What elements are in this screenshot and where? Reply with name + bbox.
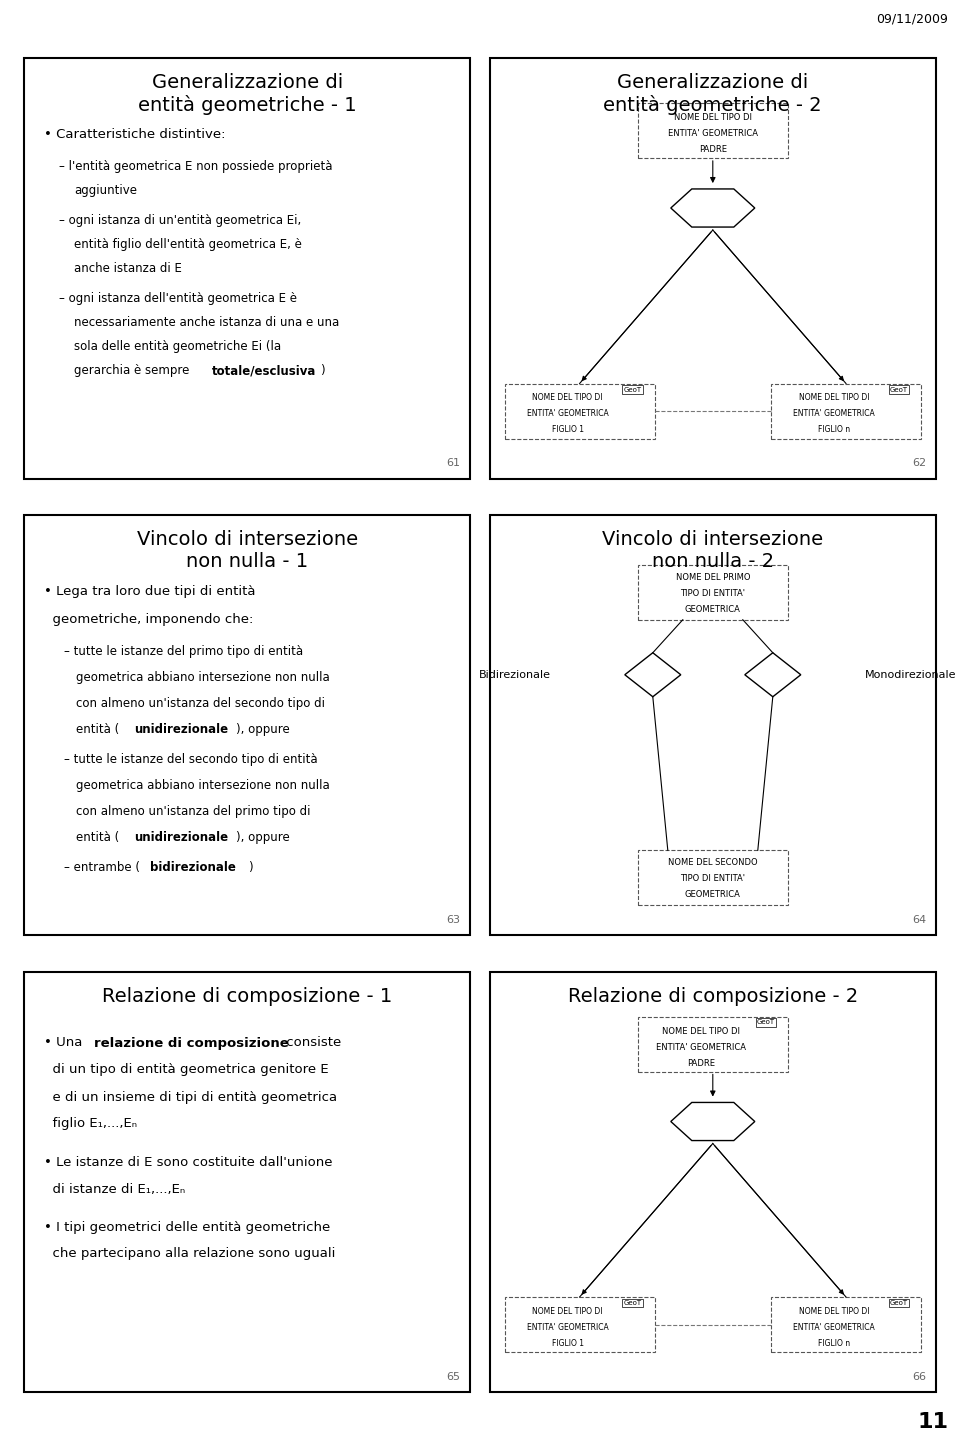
Text: GeoT: GeoT [756,1019,775,1025]
Text: ENTITA' GEOMETRICA: ENTITA' GEOMETRICA [793,1322,875,1333]
Text: • Una: • Una [44,1037,86,1050]
Text: NOME DEL TIPO DI: NOME DEL TIPO DI [799,393,869,403]
Text: consiste: consiste [282,1037,341,1050]
Text: Monodirezionale: Monodirezionale [865,670,957,680]
Text: – tutte le istanze del secondo tipo di entità: – tutte le istanze del secondo tipo di e… [64,753,318,766]
Text: 09/11/2009: 09/11/2009 [876,12,948,25]
Text: PADRE: PADRE [699,145,727,154]
Text: – l'entità geometrica E non possiede proprietà: – l'entità geometrica E non possiede pro… [59,160,332,173]
Text: 62: 62 [912,458,926,468]
Text: • Lega tra loro due tipi di entità: • Lega tra loro due tipi di entità [44,584,255,597]
Text: anche istanza di E: anche istanza di E [74,262,181,276]
Text: ), oppure: ), oppure [236,831,290,844]
Text: NOME DEL TIPO DI: NOME DEL TIPO DI [799,1306,869,1317]
Text: ): ) [248,861,252,874]
Text: NOME DEL TIPO DI: NOME DEL TIPO DI [661,1027,740,1035]
Text: NOME DEL TIPO DI: NOME DEL TIPO DI [533,393,603,403]
Text: GeoT: GeoT [624,387,641,393]
Text: entità (: entità ( [76,831,119,844]
Text: NOME DEL SECONDO: NOME DEL SECONDO [668,858,757,867]
Text: GeoT: GeoT [890,1301,908,1306]
Text: relazione di composizione: relazione di composizione [94,1037,289,1050]
Text: geometrica abbiano intersezione non nulla: geometrica abbiano intersezione non null… [76,671,329,684]
Text: gerarchia è sempre: gerarchia è sempre [74,364,193,377]
Text: – ogni istanza di un'entità geometrica Ei,: – ogni istanza di un'entità geometrica E… [59,215,301,228]
Text: NOME DEL PRIMO: NOME DEL PRIMO [676,573,750,581]
Text: aggiuntive: aggiuntive [74,184,137,197]
Text: 11: 11 [917,1412,948,1433]
Text: ENTITA' GEOMETRICA: ENTITA' GEOMETRICA [656,1043,746,1051]
Text: necessariamente anche istanza di una e una: necessariamente anche istanza di una e u… [74,316,339,329]
Text: FIGLIO n: FIGLIO n [818,1338,850,1349]
Text: unidirezionale: unidirezionale [134,722,228,735]
Text: Bidirezionale: Bidirezionale [479,670,551,680]
Text: NOME DEL TIPO DI: NOME DEL TIPO DI [533,1306,603,1317]
Text: ENTITA' GEOMETRICA: ENTITA' GEOMETRICA [527,1322,609,1333]
Text: – ogni istanza dell'entità geometrica E è: – ogni istanza dell'entità geometrica E … [59,291,297,304]
Text: GEOMETRICA: GEOMETRICA [684,890,741,899]
Text: 63: 63 [446,915,461,925]
Text: Generalizzazione di
entità geometriche - 1: Generalizzazione di entità geometriche -… [138,72,356,115]
Text: TIPO DI ENTITA': TIPO DI ENTITA' [681,874,745,883]
Text: FIGLIO 1: FIGLIO 1 [552,1338,584,1349]
Text: • Le istanze di E sono costituite dall'unione: • Le istanze di E sono costituite dall'u… [44,1156,332,1169]
Text: Vincolo di intersezione
non nulla - 2: Vincolo di intersezione non nulla - 2 [602,529,824,571]
Text: geometriche, imponendo che:: geometriche, imponendo che: [44,613,253,626]
Text: figlio E₁,...,Eₙ: figlio E₁,...,Eₙ [44,1118,137,1131]
Text: di istanze di E₁,...,Eₙ: di istanze di E₁,...,Eₙ [44,1183,185,1195]
Text: ENTITA' GEOMETRICA: ENTITA' GEOMETRICA [668,129,757,138]
Text: e di un insieme di tipi di entità geometrica: e di un insieme di tipi di entità geomet… [44,1090,337,1103]
Text: con almeno un'istanza del secondo tipo di: con almeno un'istanza del secondo tipo d… [76,697,325,709]
Text: totale/esclusiva: totale/esclusiva [212,364,317,377]
Text: 64: 64 [912,915,926,925]
Text: con almeno un'istanza del primo tipo di: con almeno un'istanza del primo tipo di [76,805,310,818]
Text: NOME DEL TIPO DI: NOME DEL TIPO DI [674,113,752,122]
Text: entità figlio dell'entità geometrica E, è: entità figlio dell'entità geometrica E, … [74,238,301,251]
Text: ENTITA' GEOMETRICA: ENTITA' GEOMETRICA [793,409,875,419]
Text: sola delle entità geometriche Ei (la: sola delle entità geometriche Ei (la [74,339,281,352]
Text: • I tipi geometrici delle entità geometriche: • I tipi geometrici delle entità geometr… [44,1221,330,1234]
Text: bidirezionale: bidirezionale [150,861,236,874]
Text: di un tipo di entità geometrica genitore E: di un tipo di entità geometrica genitore… [44,1063,328,1076]
Text: unidirezionale: unidirezionale [134,831,228,844]
Text: • Caratteristiche distintive:: • Caratteristiche distintive: [44,128,226,141]
Text: FIGLIO n: FIGLIO n [818,425,850,435]
Text: Generalizzazione di
entità geometriche - 2: Generalizzazione di entità geometriche -… [604,72,822,115]
Text: 65: 65 [446,1372,461,1382]
Text: Relazione di composizione - 1: Relazione di composizione - 1 [102,986,393,1005]
Text: FIGLIO 1: FIGLIO 1 [552,425,584,435]
Text: – entrambe (: – entrambe ( [64,861,140,874]
Text: PADRE: PADRE [686,1058,715,1067]
Text: GEOMETRICA: GEOMETRICA [684,605,741,613]
Text: che partecipano alla relazione sono uguali: che partecipano alla relazione sono ugua… [44,1247,335,1260]
Text: – tutte le istanze del primo tipo di entità: – tutte le istanze del primo tipo di ent… [64,645,303,658]
Text: ENTITA' GEOMETRICA: ENTITA' GEOMETRICA [527,409,609,419]
Text: 61: 61 [446,458,461,468]
Text: ), oppure: ), oppure [236,722,290,735]
Text: TIPO DI ENTITA': TIPO DI ENTITA' [681,589,745,597]
Text: Vincolo di intersezione
non nulla - 1: Vincolo di intersezione non nulla - 1 [136,529,358,571]
Text: ): ) [320,364,324,377]
Text: 66: 66 [912,1372,926,1382]
Text: entità (: entità ( [76,722,119,735]
Text: geometrica abbiano intersezione non nulla: geometrica abbiano intersezione non null… [76,779,329,792]
Text: GeoT: GeoT [890,387,908,393]
Text: Relazione di composizione - 2: Relazione di composizione - 2 [567,986,858,1005]
Text: GeoT: GeoT [624,1301,641,1306]
